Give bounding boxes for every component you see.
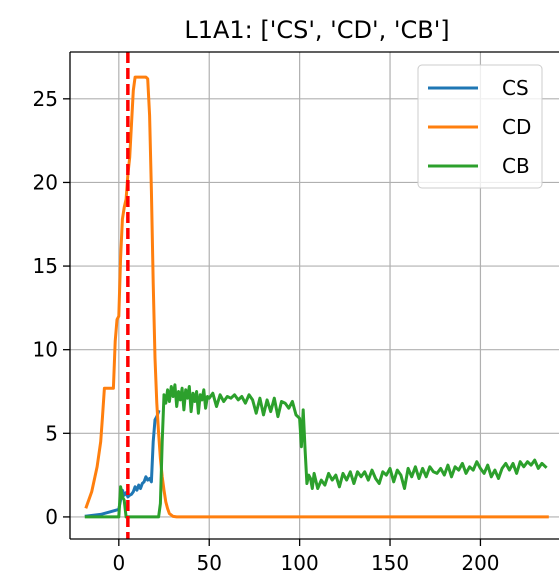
x-tick-label: 200 (461, 551, 499, 575)
y-tick-label: 25 (33, 87, 58, 111)
x-axis: 0 50 100 150 200 (112, 539, 500, 575)
axes-frame (69, 51, 559, 540)
series-line-cb (84, 383, 548, 519)
x-tick-label: 0 (112, 551, 125, 575)
x-tick-label: 100 (281, 551, 319, 575)
y-tick-label: 0 (45, 505, 58, 529)
x-tick-label: 50 (196, 551, 221, 575)
y-axis: 0 5 10 15 20 25 (33, 87, 70, 529)
y-tick-label: 5 (45, 421, 58, 445)
legend-label-cd: CD (502, 115, 531, 139)
y-tick-label: 20 (33, 170, 58, 194)
series-layer (84, 75, 549, 519)
y-tick-label: 10 (33, 338, 58, 362)
x-tick-label: 150 (371, 551, 409, 575)
legend-box (417, 64, 543, 189)
y-tick-label: 15 (33, 254, 58, 278)
legend: CS CD CB (417, 64, 543, 189)
legend-label-cs: CS (502, 76, 529, 100)
chart-title: L1A1: ['CS', 'CD', 'CB'] (184, 16, 449, 44)
legend-label-cb: CB (502, 154, 530, 178)
series-line-cd (84, 75, 549, 519)
